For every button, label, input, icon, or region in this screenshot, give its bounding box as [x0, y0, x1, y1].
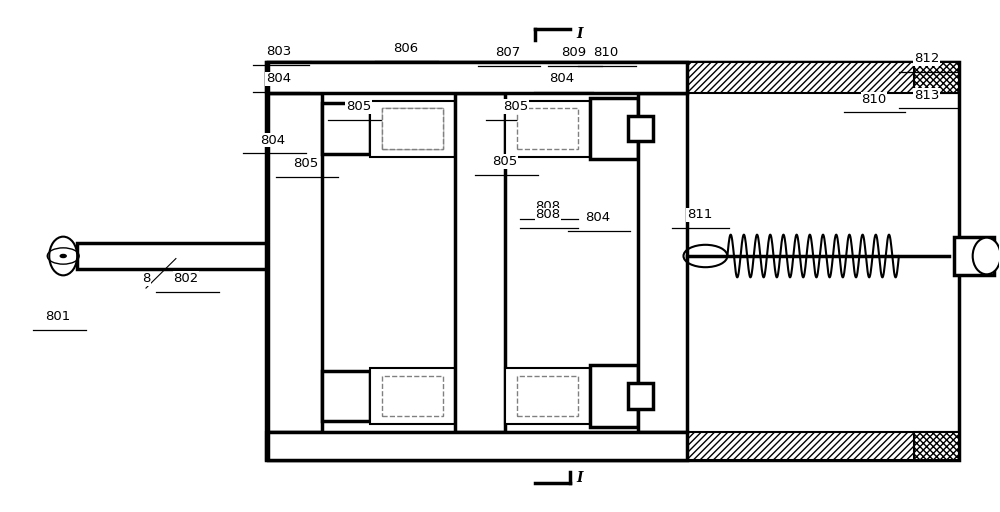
Bar — [322, 103, 370, 154]
Text: 803: 803 — [266, 46, 291, 58]
Bar — [322, 371, 370, 421]
Bar — [266, 432, 311, 460]
Text: 810: 810 — [861, 93, 887, 106]
Text: 802: 802 — [173, 272, 198, 285]
Bar — [382, 376, 443, 416]
Bar — [455, 93, 505, 432]
Bar — [266, 62, 959, 460]
Text: 807: 807 — [495, 47, 521, 59]
Text: I: I — [577, 471, 583, 484]
Bar — [77, 243, 266, 269]
Ellipse shape — [49, 237, 77, 275]
Text: 811: 811 — [687, 208, 712, 221]
Bar — [914, 62, 959, 93]
Circle shape — [60, 254, 66, 258]
Bar — [266, 432, 959, 460]
Text: 805: 805 — [346, 100, 371, 113]
Ellipse shape — [973, 238, 1000, 274]
Text: 805: 805 — [503, 100, 529, 113]
Bar — [266, 62, 959, 93]
Bar — [266, 62, 311, 93]
Bar — [268, 93, 322, 432]
Text: 808: 808 — [535, 208, 560, 221]
Text: 801: 801 — [46, 310, 71, 323]
Bar — [370, 368, 455, 424]
Bar — [382, 109, 443, 149]
Text: 809: 809 — [561, 47, 586, 59]
Bar — [638, 93, 687, 432]
Text: I: I — [577, 28, 583, 41]
Bar — [517, 109, 578, 149]
Bar — [382, 109, 443, 149]
Bar — [517, 376, 578, 416]
Bar — [505, 368, 590, 424]
Bar — [370, 101, 455, 157]
Bar — [914, 432, 959, 460]
Bar — [268, 62, 687, 93]
Text: 812: 812 — [914, 52, 939, 65]
Text: 806: 806 — [393, 42, 418, 55]
Text: 804: 804 — [266, 72, 291, 86]
Bar — [628, 383, 653, 409]
Text: 804: 804 — [585, 211, 610, 224]
Bar — [590, 366, 638, 426]
Bar — [590, 98, 638, 159]
Text: 805: 805 — [293, 158, 318, 170]
Bar — [628, 116, 653, 141]
Bar — [505, 101, 590, 157]
Text: 813: 813 — [914, 89, 939, 102]
Text: 805: 805 — [492, 155, 518, 168]
Text: 8: 8 — [142, 272, 150, 285]
Bar — [954, 237, 994, 275]
Bar — [268, 432, 687, 460]
Text: 810: 810 — [593, 47, 618, 59]
Text: 808: 808 — [535, 200, 560, 212]
Text: 804: 804 — [549, 72, 574, 86]
Text: 804: 804 — [260, 134, 285, 146]
